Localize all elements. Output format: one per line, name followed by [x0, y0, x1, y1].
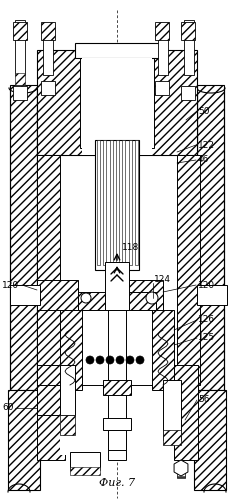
Bar — [75, 43, 159, 58]
Bar — [37, 50, 197, 155]
Text: 120: 120 — [198, 280, 215, 289]
Bar — [15, 73, 25, 85]
Bar — [78, 292, 156, 310]
Circle shape — [106, 356, 114, 364]
Bar — [95, 140, 139, 270]
Bar — [84, 318, 150, 378]
Bar — [135, 140, 138, 265]
Bar — [108, 430, 126, 450]
Text: 56: 56 — [198, 396, 209, 404]
Circle shape — [116, 356, 124, 364]
Bar — [103, 418, 131, 430]
Bar — [78, 310, 156, 385]
Bar — [177, 466, 185, 478]
Circle shape — [96, 356, 104, 364]
Bar — [13, 22, 27, 40]
Bar — [163, 430, 181, 445]
Text: 118: 118 — [122, 244, 139, 252]
Bar — [60, 370, 70, 455]
Bar — [197, 285, 227, 305]
Circle shape — [146, 292, 158, 304]
Bar — [82, 58, 152, 155]
Bar — [110, 140, 113, 265]
Bar — [15, 20, 25, 75]
Bar — [37, 280, 78, 310]
Bar — [60, 415, 75, 435]
Bar — [60, 310, 82, 390]
Bar — [122, 140, 125, 265]
Bar — [8, 390, 40, 490]
Bar — [37, 365, 65, 460]
Bar — [197, 85, 224, 390]
Text: 126: 126 — [198, 316, 215, 324]
Bar — [108, 310, 126, 460]
Bar — [43, 27, 53, 75]
Circle shape — [86, 356, 94, 364]
Bar — [184, 20, 194, 75]
Bar — [163, 380, 181, 440]
Bar — [10, 285, 40, 305]
Polygon shape — [174, 460, 188, 476]
Bar — [129, 140, 132, 265]
Bar — [177, 155, 200, 385]
Bar — [158, 27, 168, 75]
Bar — [37, 385, 60, 415]
Bar — [155, 22, 169, 40]
Bar — [105, 262, 129, 310]
Circle shape — [81, 293, 91, 303]
Bar — [174, 365, 198, 460]
Bar — [13, 86, 27, 100]
Bar — [181, 22, 195, 40]
Text: 50: 50 — [198, 108, 209, 116]
Text: 46: 46 — [198, 156, 209, 164]
Bar — [103, 140, 106, 265]
Text: 122: 122 — [198, 140, 215, 149]
Circle shape — [126, 356, 134, 364]
Text: 60: 60 — [2, 404, 14, 412]
Bar — [10, 85, 37, 390]
Text: 125: 125 — [198, 334, 215, 342]
Bar — [37, 155, 60, 385]
Bar — [116, 140, 119, 265]
Bar — [41, 22, 55, 40]
Bar — [70, 467, 100, 475]
Bar — [194, 390, 226, 490]
Circle shape — [136, 356, 144, 364]
Bar — [97, 140, 100, 265]
Bar — [155, 81, 169, 95]
Bar — [60, 365, 75, 415]
Bar — [70, 452, 100, 470]
Bar — [152, 310, 174, 390]
Bar — [103, 380, 131, 395]
Bar — [80, 50, 154, 148]
Bar — [41, 81, 55, 95]
Bar — [122, 280, 163, 310]
Text: 124: 124 — [154, 276, 171, 284]
Bar — [181, 86, 195, 100]
Text: 120: 120 — [2, 280, 19, 289]
Text: Фиг. 7: Фиг. 7 — [99, 478, 135, 488]
